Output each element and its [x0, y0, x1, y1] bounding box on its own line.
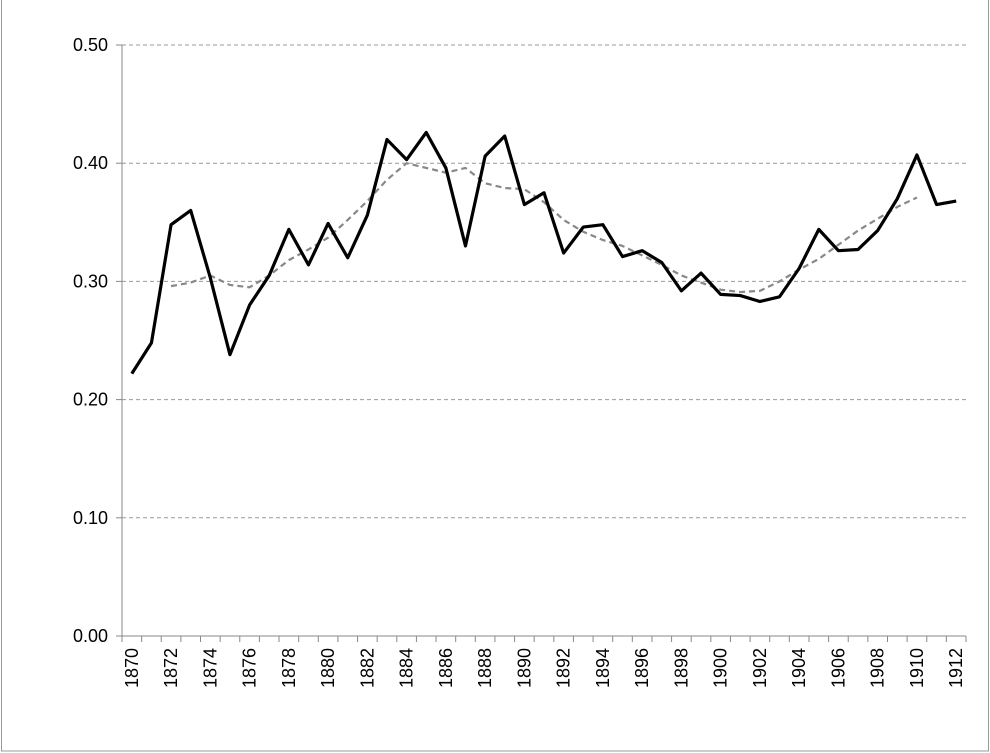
y-tick-label: 0.20	[73, 390, 108, 410]
line-series	[170, 162, 918, 294]
x-tick-label: 1880	[318, 648, 338, 688]
line-series	[130, 130, 957, 375]
x-tick-label: 1912	[946, 648, 966, 688]
y-tick-label: 0.10	[73, 508, 108, 528]
x-tick-label: 1906	[828, 648, 848, 688]
x-tick-label: 1908	[868, 648, 888, 688]
x-tick-label: 1888	[475, 648, 495, 688]
y-tick-label: 0.00	[73, 626, 108, 646]
x-tick-label: 1878	[279, 648, 299, 688]
x-tick-label: 1904	[789, 648, 809, 688]
x-tick-label: 1894	[593, 648, 613, 688]
x-tick-label: 1874	[200, 648, 220, 688]
x-tick-label: 1890	[514, 648, 534, 688]
y-tick-label: 0.40	[73, 153, 108, 173]
x-tick-label: 1892	[554, 648, 574, 688]
x-tick-label: 1872	[161, 648, 181, 688]
y-tick-label: 0.30	[73, 271, 108, 291]
x-tick-label: 1870	[122, 648, 142, 688]
x-tick-label: 1896	[632, 648, 652, 688]
x-tick-label: 1898	[671, 648, 691, 688]
x-tick-label: 1884	[397, 648, 417, 688]
x-tick-label: 1902	[750, 648, 770, 688]
x-tick-label: 1876	[240, 648, 260, 688]
x-tick-label: 1886	[436, 648, 456, 688]
x-tick-label: 1910	[907, 648, 927, 688]
y-tick-label: 0.50	[73, 35, 108, 55]
x-tick-label: 1882	[357, 648, 377, 688]
x-tick-label: 1900	[711, 648, 731, 688]
